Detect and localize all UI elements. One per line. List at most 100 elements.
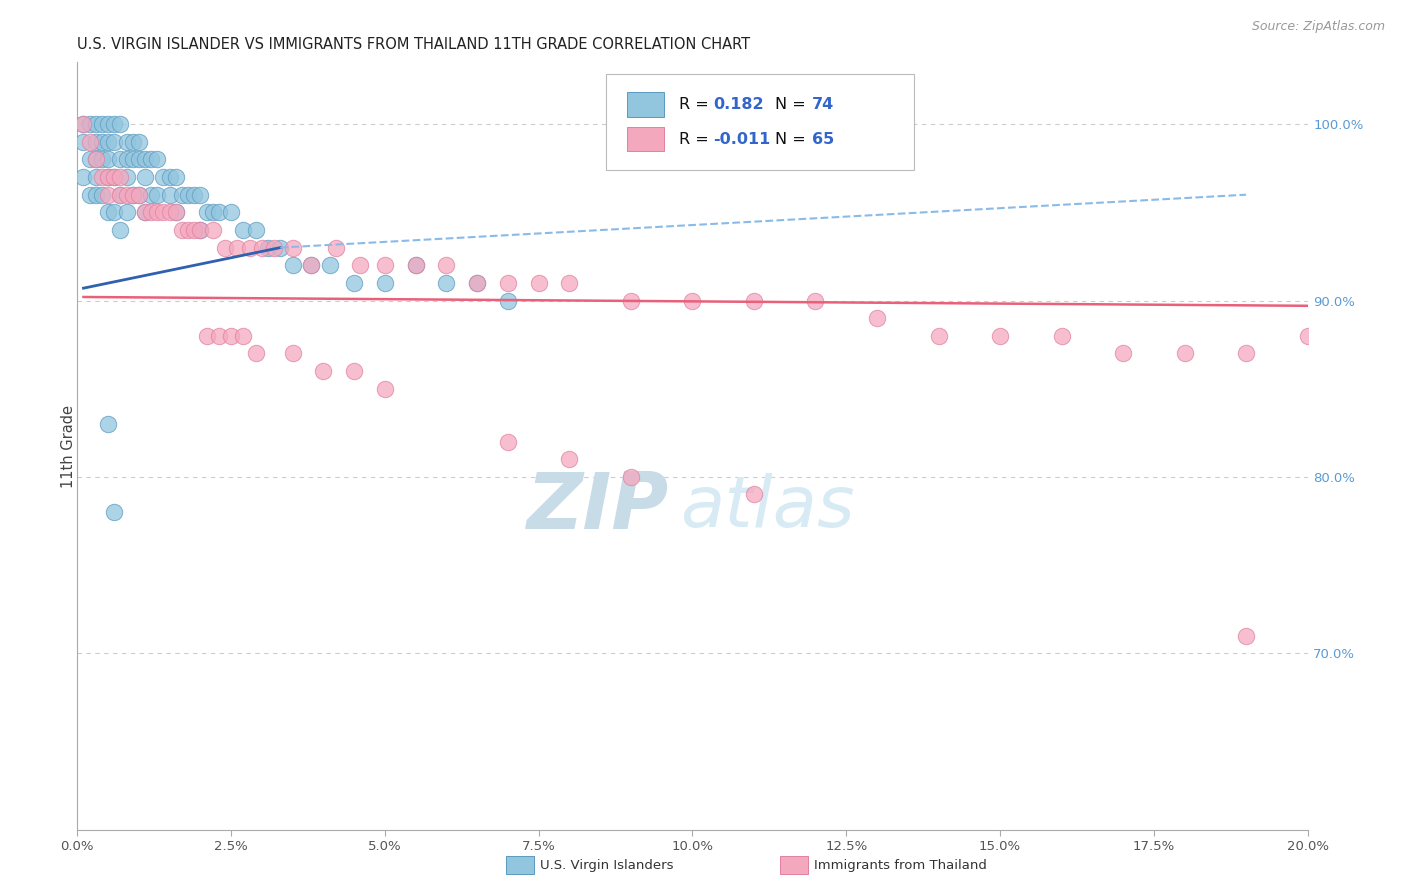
Point — [115, 153, 138, 167]
Point — [128, 135, 150, 149]
Point — [188, 187, 212, 202]
Point — [79, 135, 101, 149]
Point — [84, 153, 107, 167]
Point — [374, 276, 396, 290]
Point — [558, 276, 581, 290]
Point — [84, 187, 107, 202]
Point — [1050, 328, 1073, 343]
Point — [1234, 346, 1257, 360]
Point — [742, 293, 765, 308]
Text: ZIP: ZIP — [526, 469, 668, 545]
Point — [110, 117, 132, 131]
Point — [146, 153, 169, 167]
Point — [299, 258, 322, 272]
Point — [79, 117, 101, 131]
Text: Immigrants from Thailand: Immigrants from Thailand — [814, 859, 987, 871]
Point — [165, 205, 187, 219]
Point — [214, 241, 236, 255]
Point — [682, 293, 704, 308]
FancyBboxPatch shape — [627, 93, 664, 117]
Text: 65: 65 — [811, 132, 834, 146]
Point — [804, 293, 827, 308]
Point — [742, 487, 765, 501]
Point — [103, 205, 125, 219]
Point — [115, 205, 138, 219]
Point — [97, 187, 120, 202]
Point — [177, 223, 200, 237]
Point — [121, 153, 143, 167]
Point — [465, 276, 488, 290]
Point — [121, 135, 143, 149]
Point — [103, 505, 125, 519]
Point — [128, 187, 150, 202]
Point — [558, 452, 581, 467]
Point — [374, 258, 396, 272]
Point — [103, 117, 125, 131]
Point — [72, 117, 94, 131]
Text: U.S. Virgin Islanders: U.S. Virgin Islanders — [540, 859, 673, 871]
Point — [72, 170, 94, 185]
Point — [183, 223, 205, 237]
Point — [84, 170, 107, 185]
Point — [165, 170, 187, 185]
Point — [152, 205, 174, 219]
Point — [188, 223, 212, 237]
Point — [146, 205, 169, 219]
Point — [134, 170, 156, 185]
Point — [165, 205, 187, 219]
Point — [1174, 346, 1197, 360]
Point — [170, 223, 193, 237]
Point — [299, 258, 322, 272]
Point — [97, 153, 120, 167]
Point — [97, 417, 120, 431]
Point — [988, 328, 1011, 343]
Point — [349, 258, 371, 272]
Point — [141, 187, 163, 202]
Point — [97, 135, 120, 149]
Point — [84, 117, 107, 131]
Point — [152, 170, 174, 185]
Point — [97, 205, 120, 219]
Text: 74: 74 — [811, 97, 834, 112]
Point — [90, 153, 114, 167]
Point — [97, 170, 120, 185]
Point — [208, 328, 231, 343]
Point — [90, 117, 114, 131]
Point — [195, 328, 218, 343]
Point — [134, 205, 156, 219]
Point — [239, 241, 262, 255]
Point — [90, 135, 114, 149]
Point — [1112, 346, 1135, 360]
Point — [232, 328, 254, 343]
Point — [1296, 328, 1319, 343]
Point — [84, 153, 107, 167]
Point — [325, 241, 347, 255]
Text: 0.182: 0.182 — [713, 97, 763, 112]
Point — [128, 187, 150, 202]
Point — [121, 187, 143, 202]
Text: Source: ZipAtlas.com: Source: ZipAtlas.com — [1251, 20, 1385, 33]
Point — [496, 276, 519, 290]
Point — [90, 170, 114, 185]
Point — [110, 153, 132, 167]
Point — [928, 328, 950, 343]
Point — [128, 153, 150, 167]
Point — [281, 258, 304, 272]
Point — [72, 135, 94, 149]
Point — [405, 258, 427, 272]
Point — [97, 117, 120, 131]
Point — [208, 205, 231, 219]
Point — [436, 258, 458, 272]
Point — [90, 187, 114, 202]
Point — [183, 187, 205, 202]
Point — [201, 205, 224, 219]
Point — [281, 346, 304, 360]
Point — [201, 223, 224, 237]
Point — [110, 187, 132, 202]
Point — [866, 311, 889, 326]
Point — [121, 187, 143, 202]
Point — [465, 276, 488, 290]
Point — [245, 223, 267, 237]
Point — [374, 382, 396, 396]
Point — [84, 135, 107, 149]
